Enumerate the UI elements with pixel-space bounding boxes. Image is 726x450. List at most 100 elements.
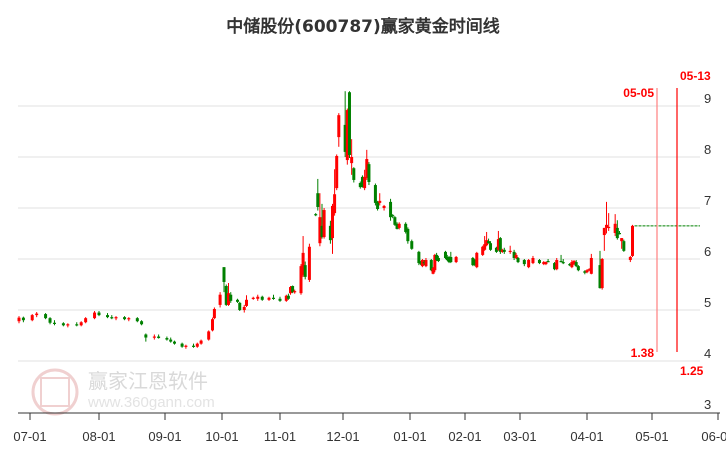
- candle-up: [337, 113, 341, 147]
- candle-down: [367, 162, 371, 186]
- candle-body: [376, 201, 380, 210]
- candle-down: [568, 263, 572, 267]
- candle-body: [267, 297, 271, 300]
- candle-body: [260, 296, 264, 300]
- candle-body: [600, 259, 604, 289]
- candle-up: [207, 330, 211, 341]
- candle-body: [406, 228, 410, 242]
- candle-body: [293, 291, 297, 293]
- candle-up: [289, 286, 292, 295]
- candle-down: [516, 256, 520, 264]
- candle-body: [618, 232, 621, 235]
- candle-body: [110, 317, 114, 319]
- candle-body: [245, 299, 248, 306]
- candle-body: [574, 262, 578, 267]
- candle-down: [106, 313, 110, 319]
- candle-down: [417, 250, 421, 266]
- candle-body: [345, 110, 349, 161]
- y-tick-label: 4: [704, 346, 711, 361]
- x-tick-label: 08-01: [82, 429, 115, 444]
- candle-body: [360, 176, 364, 188]
- candle-body: [314, 214, 318, 216]
- candle-down: [576, 265, 580, 272]
- candle-down: [429, 259, 433, 272]
- x-tick-label: 04-01: [570, 429, 603, 444]
- candle-down: [303, 261, 307, 280]
- candle-down: [512, 249, 516, 261]
- candle-body: [289, 287, 292, 294]
- candle-up: [345, 108, 349, 165]
- y-tick-label: 6: [704, 244, 711, 259]
- candle-down: [343, 91, 347, 157]
- candle-up: [267, 296, 271, 301]
- candle-body: [622, 241, 626, 251]
- candle-down: [52, 320, 56, 326]
- candle-up: [322, 208, 326, 239]
- x-tick-label: 01-01: [393, 429, 426, 444]
- x-tick-label: 05-01: [635, 429, 668, 444]
- candle-body: [135, 318, 139, 322]
- candle-body: [286, 295, 290, 299]
- candle-body: [192, 345, 195, 347]
- candle-up: [378, 193, 382, 206]
- candle-body: [337, 115, 341, 138]
- candle-up: [514, 252, 518, 259]
- candle-body: [631, 225, 634, 256]
- candle-up: [84, 317, 88, 324]
- candle-down: [278, 296, 282, 302]
- candle-up: [199, 339, 203, 345]
- candle-body: [278, 298, 282, 301]
- candle-down: [157, 334, 161, 339]
- candle-up: [496, 230, 500, 251]
- candle-body: [363, 176, 367, 189]
- candle-body: [494, 247, 498, 252]
- candle-down: [347, 91, 351, 159]
- watermark-seal-logo: [31, 368, 79, 416]
- candle-down: [165, 336, 169, 341]
- candle-up: [382, 204, 386, 211]
- candle-body: [358, 183, 362, 188]
- candle-body: [17, 317, 21, 322]
- candle-body: [417, 251, 421, 264]
- candle-body: [84, 318, 88, 323]
- candle-body: [498, 238, 502, 252]
- candles: [17, 91, 700, 349]
- candle-body: [429, 260, 433, 271]
- candle-body: [350, 157, 354, 164]
- candle-up: [299, 264, 303, 295]
- candle-up: [93, 311, 97, 320]
- candle-down: [494, 246, 498, 253]
- candle-up: [251, 296, 255, 300]
- candle-down: [546, 259, 550, 263]
- candle-body: [195, 343, 199, 347]
- candle-down: [487, 238, 491, 244]
- candle-body: [227, 293, 230, 305]
- candle-down: [314, 213, 318, 217]
- candle-down: [502, 247, 506, 254]
- candle-up: [79, 321, 83, 327]
- candle-up: [218, 292, 222, 308]
- candle-body: [404, 223, 408, 232]
- candle-body: [35, 313, 39, 316]
- candle-up: [433, 253, 437, 273]
- candle-body: [393, 217, 397, 225]
- candle-down: [224, 284, 228, 306]
- candle-down: [498, 237, 502, 254]
- candle-down: [522, 259, 526, 267]
- candle-body: [347, 92, 351, 155]
- candle-down: [618, 230, 621, 235]
- candle-body: [531, 257, 535, 264]
- candle-down: [169, 337, 173, 343]
- candle-body: [199, 340, 203, 344]
- candle-body: [475, 252, 479, 268]
- candle-body: [449, 256, 453, 263]
- candle-down: [443, 250, 447, 259]
- candle-body: [542, 262, 546, 265]
- candle-body: [559, 261, 563, 263]
- candle-down: [445, 254, 449, 262]
- candle-body: [21, 317, 25, 321]
- candle-body: [555, 260, 559, 270]
- candle-body: [52, 322, 56, 324]
- candle-body: [66, 324, 70, 326]
- candle-down: [435, 252, 439, 262]
